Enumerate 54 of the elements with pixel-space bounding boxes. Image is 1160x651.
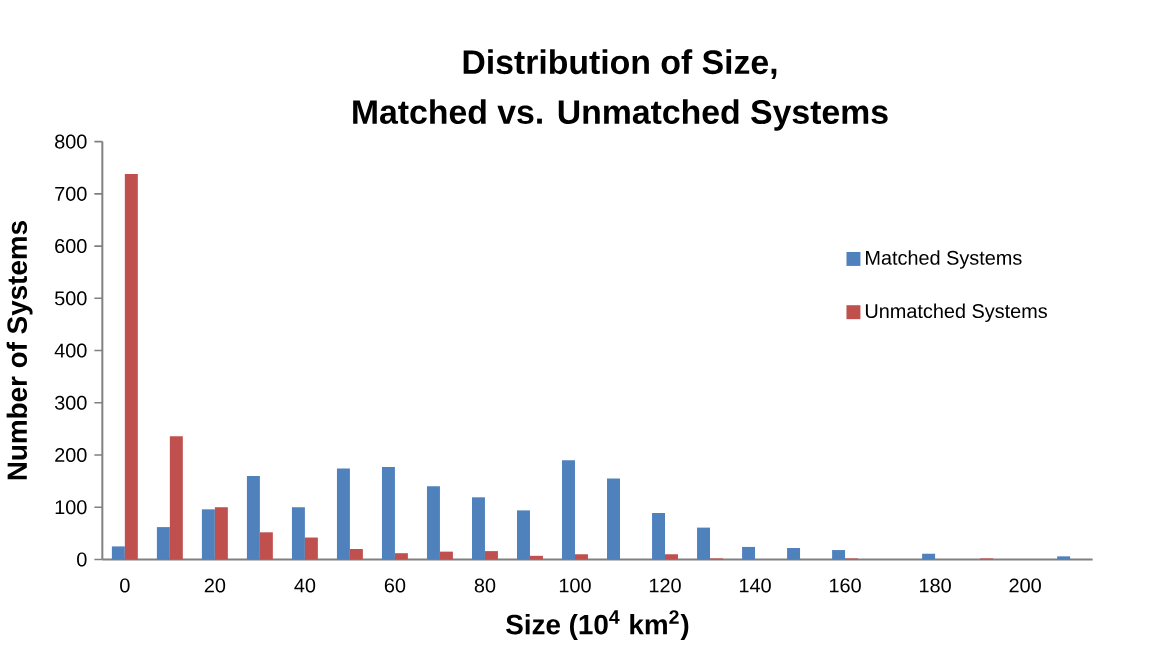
- legend-label: Unmatched Systems: [865, 303, 1047, 322]
- bar: [517, 510, 530, 560]
- y-tick-label: 300: [54, 395, 87, 410]
- x-tick-label: 40: [294, 578, 316, 593]
- y-axis-title: Number of Systems: [6, 220, 33, 480]
- bar: [169, 436, 183, 560]
- bar: [742, 546, 756, 560]
- bar: [1057, 556, 1071, 560]
- bar: [697, 527, 711, 560]
- bar: [201, 509, 215, 560]
- bar: [349, 548, 363, 560]
- x-tick-label: 180: [920, 578, 951, 593]
- bar: [246, 475, 260, 560]
- bar: [394, 553, 408, 560]
- bar: [787, 547, 801, 560]
- x-tick-label: 120: [649, 578, 681, 593]
- bar: [574, 554, 588, 560]
- y-tick-label: 600: [55, 238, 87, 253]
- y-tick-label: 0: [77, 552, 87, 567]
- x-tick-label: 140: [739, 578, 771, 593]
- bar: [124, 173, 138, 560]
- bar: [381, 466, 395, 560]
- bar: [426, 486, 440, 560]
- x-tick-label: 80: [474, 578, 496, 593]
- x-tick-label: 0: [120, 578, 130, 593]
- bar: [471, 497, 485, 560]
- bar: [156, 526, 170, 560]
- x-tick-label: 60: [384, 578, 406, 593]
- x-tick-label: 160: [830, 578, 861, 593]
- x-tick-label: 200: [1009, 578, 1041, 593]
- chart-title: Distribution of Size,: [463, 49, 777, 79]
- bar: [484, 551, 498, 560]
- x-tick-label: 100: [559, 578, 591, 593]
- y-tick-label: 200: [55, 447, 87, 462]
- chart-subtitle: Matched vs. Unmatched Systems: [353, 99, 888, 131]
- y-tick-label: 500: [54, 291, 87, 306]
- bar: [652, 512, 666, 560]
- bar: [336, 468, 350, 560]
- bar: [111, 546, 125, 560]
- bar: [304, 537, 318, 560]
- bar: [259, 532, 273, 560]
- bar: [665, 554, 678, 560]
- bar: [214, 507, 228, 560]
- y-tick-label: 700: [55, 186, 87, 201]
- bar: [291, 507, 305, 560]
- bar: [562, 460, 575, 560]
- x-axis-title: Size (10$^{4}$ km$^{2}$): [506, 610, 689, 640]
- y-tick-label: 800: [55, 134, 87, 149]
- y-tick-label: 400: [54, 343, 87, 358]
- y-tick-label: 100: [55, 500, 87, 515]
- bar: [832, 549, 846, 560]
- x-tick-label: 20: [204, 578, 226, 593]
- bar: [607, 478, 620, 560]
- legend-label: Matched Systems: [866, 250, 1022, 269]
